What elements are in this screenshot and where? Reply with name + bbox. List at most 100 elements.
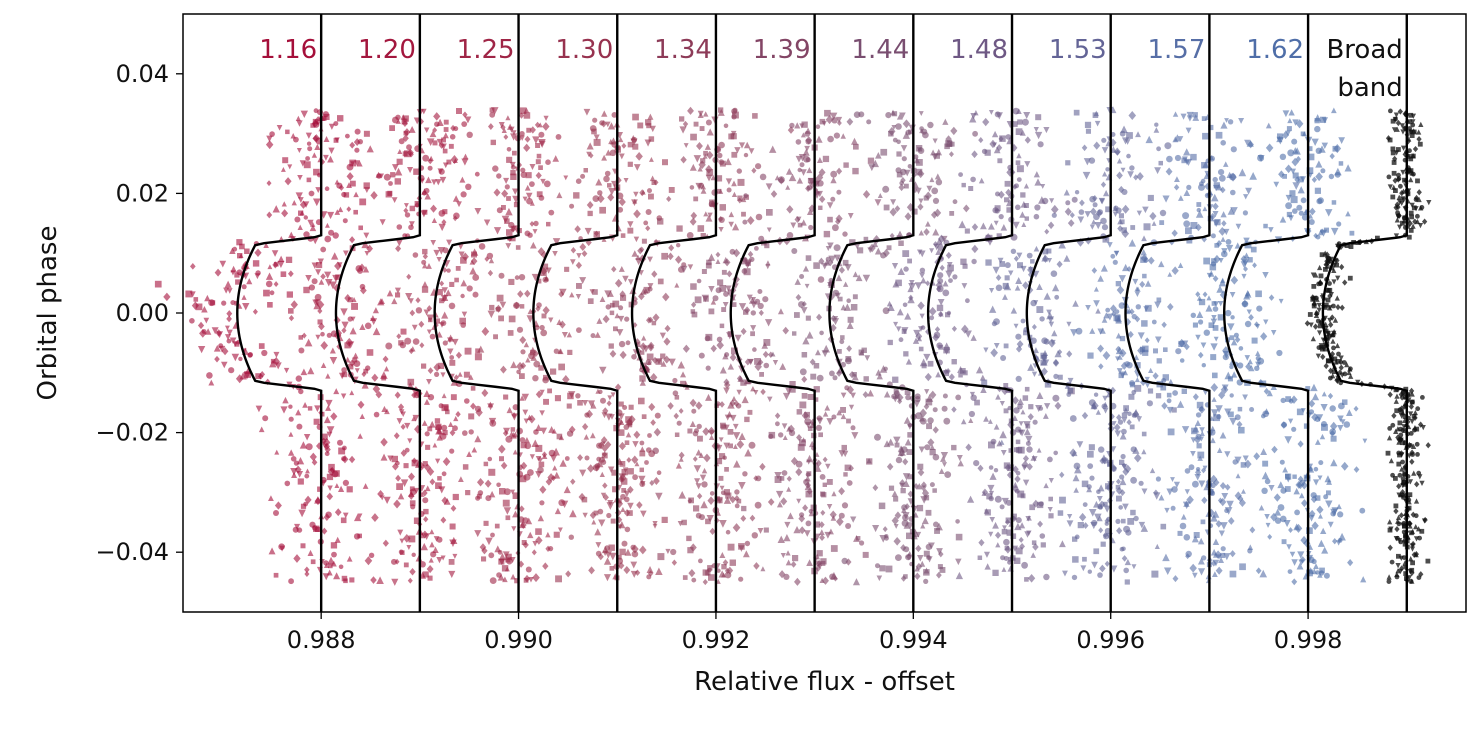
data-point: [450, 504, 457, 512]
data-point: [255, 270, 261, 276]
data-point: [354, 128, 361, 135]
data-point: [1022, 395, 1029, 401]
data-point: [285, 256, 293, 263]
data-point: [444, 289, 452, 297]
data-point: [1400, 459, 1405, 465]
data-point: [527, 531, 534, 539]
data-point: [342, 479, 349, 486]
data-point: [524, 442, 532, 450]
data-point: [1251, 337, 1258, 344]
data-point: [901, 156, 907, 162]
data-point: [782, 435, 788, 441]
data-point: [796, 498, 802, 504]
data-point: [785, 168, 793, 175]
data-point: [246, 278, 253, 285]
data-point: [1156, 297, 1162, 303]
data-point: [997, 257, 1004, 264]
data-point: [305, 468, 310, 474]
data-point: [786, 486, 792, 492]
data-point: [619, 290, 626, 298]
data-point: [846, 418, 851, 424]
data-point: [1142, 349, 1149, 356]
data-point: [594, 230, 599, 237]
data-point: [1248, 314, 1254, 321]
data-point: [353, 209, 358, 215]
data-point: [866, 119, 872, 125]
data-point: [1243, 194, 1249, 200]
data-point: [1141, 235, 1147, 242]
data-point: [1124, 361, 1130, 367]
data-point: [618, 153, 625, 160]
data-point: [236, 239, 243, 246]
data-point: [597, 194, 605, 204]
data-point: [1402, 177, 1407, 183]
data-point: [408, 298, 414, 305]
data-point: [1321, 142, 1329, 150]
data-point: [462, 111, 468, 118]
data-point: [286, 291, 293, 298]
data-point: [1314, 295, 1319, 301]
data-point: [820, 491, 826, 497]
data-point: [519, 475, 527, 483]
data-point: [785, 184, 791, 190]
data-point: [235, 279, 241, 285]
data-point: [1202, 390, 1209, 396]
data-point: [440, 295, 449, 303]
data-point: [1211, 571, 1218, 577]
data-point: [371, 373, 379, 382]
data-point: [643, 288, 649, 294]
transit-model-line: [334, 14, 422, 612]
data-point: [298, 210, 304, 216]
data-point: [825, 245, 831, 251]
data-point: [923, 403, 930, 410]
data-point: [741, 395, 749, 404]
data-point: [535, 171, 542, 180]
data-point: [461, 158, 469, 166]
data-point: [923, 195, 929, 201]
data-point: [1409, 133, 1415, 138]
data-point: [599, 366, 607, 375]
data-point: [1311, 412, 1319, 422]
data-point: [718, 475, 724, 481]
data-point: [782, 326, 789, 335]
data-point: [1233, 332, 1239, 338]
data-point: [1102, 171, 1108, 177]
data-point: [918, 230, 925, 236]
data-point: [1020, 201, 1028, 208]
data-point: [836, 517, 844, 527]
data-point: [1000, 555, 1006, 561]
data-point: [1322, 346, 1328, 352]
data-point: [796, 409, 803, 415]
data-point: [608, 544, 615, 551]
data-point: [718, 107, 724, 113]
data-point: [847, 213, 854, 219]
data-point: [920, 277, 927, 284]
data-point: [1319, 344, 1324, 350]
data-point: [510, 361, 518, 369]
data-point: [349, 327, 357, 335]
data-point: [851, 137, 858, 145]
data-point: [678, 408, 684, 414]
data-point: [646, 123, 652, 129]
data-point: [1401, 218, 1407, 224]
data-point: [1355, 379, 1361, 385]
data-point: [1163, 567, 1172, 576]
data-point: [213, 344, 221, 352]
data-point: [1063, 189, 1070, 196]
data-point: [1412, 145, 1419, 153]
data-point: [258, 343, 265, 349]
data-point: [272, 357, 280, 366]
data-point: [616, 329, 624, 337]
models-layer: [236, 14, 1408, 612]
data-point: [327, 485, 333, 491]
data-point: [911, 208, 918, 215]
data-point: [1277, 481, 1285, 489]
data-point: [449, 523, 456, 530]
data-point: [917, 463, 924, 470]
data-point: [1263, 223, 1268, 229]
data-point: [1005, 499, 1012, 506]
data-point: [314, 405, 321, 412]
data-point: [1338, 358, 1344, 366]
data-point: [1330, 421, 1338, 431]
data-point: [1401, 390, 1406, 396]
